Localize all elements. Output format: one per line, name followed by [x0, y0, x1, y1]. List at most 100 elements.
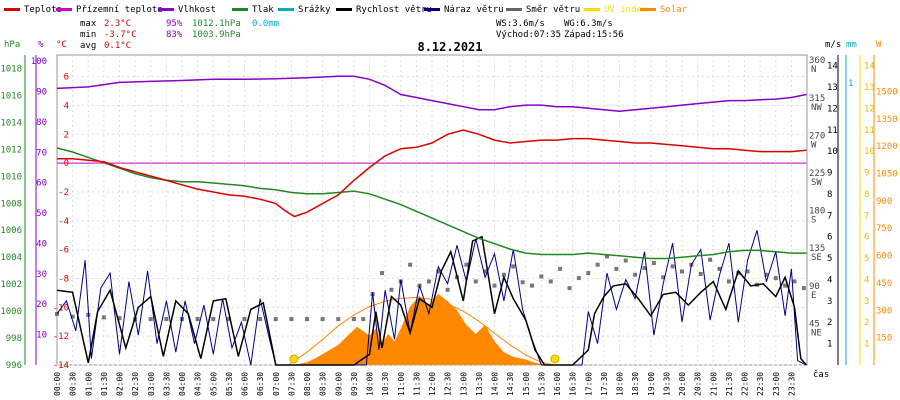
solar-tick-label: 300	[876, 306, 892, 316]
uv-tick-label: 14	[864, 62, 875, 72]
hum-tick-label: 30	[36, 270, 47, 280]
press-axis-label: hPa	[4, 40, 20, 50]
wind-direction-point	[380, 271, 384, 276]
dir-tick-value: 90	[809, 282, 820, 292]
stats-min-hum: 83%	[166, 30, 183, 40]
legend-swatch-feels	[56, 8, 72, 11]
legend-swatch-wind	[336, 8, 352, 11]
wind-tick-label: 9	[827, 169, 832, 179]
temp-tick-label: -8	[58, 274, 69, 284]
x-tick-label: 23:30	[787, 372, 796, 396]
wind-direction-point	[614, 266, 619, 271]
legend-swatch-solar	[640, 8, 656, 11]
x-tick-label: 21:30	[725, 372, 734, 396]
wind-direction-point	[567, 286, 572, 291]
wind-direction-point	[745, 269, 750, 274]
x-tick-label: 03:00	[147, 372, 156, 396]
press-tick-label: 1010	[0, 172, 22, 182]
wind-direction-point	[623, 258, 628, 263]
wind-direction-point	[530, 283, 534, 288]
legend-label-gust: Náraz větru	[444, 5, 504, 15]
solar-tick-label: 900	[876, 197, 892, 207]
press-tick-label: 998	[6, 334, 22, 344]
dir-tick-value: 360	[809, 56, 825, 66]
wind-direction-point	[651, 261, 656, 266]
legend-label-press: Tlak	[252, 5, 274, 15]
series-humidity-line	[56, 75, 807, 112]
dir-tick-name: SW	[811, 178, 822, 188]
x-tick-label: 19:00	[647, 372, 656, 396]
press-tick-label: 1016	[0, 91, 22, 101]
wind-direction-point	[708, 257, 713, 262]
x-tick-label: 16:00	[553, 372, 562, 396]
wind-direction-point	[117, 316, 122, 321]
dir-tick-value: 270	[809, 131, 825, 141]
x-tick-label: 09:30	[350, 372, 359, 396]
legend-swatch-temp	[4, 8, 20, 11]
wind-direction-point	[273, 317, 278, 322]
dir-tick-name: NE	[811, 328, 822, 338]
press-tick-label: 1008	[0, 199, 22, 209]
legend-swatch-uv	[584, 8, 600, 11]
legend-swatch-rain	[278, 8, 294, 11]
x-tick-label: 23:00	[772, 372, 781, 396]
legend-label-solar: Solar	[660, 5, 688, 15]
dir-tick-name: W	[811, 140, 817, 150]
stats-max-press: 1012.1hPa	[192, 19, 241, 29]
uv-tick-label: 12	[864, 104, 875, 114]
x-tick-label: 12:00	[428, 372, 437, 396]
sun-marker	[289, 354, 299, 364]
wind-tick-label: 3	[827, 297, 832, 307]
x-tick-label: 03:30	[162, 372, 171, 396]
x-tick-label: 18:30	[631, 372, 640, 396]
hum-tick-label: 10	[36, 331, 47, 341]
legend-label-temp: Teplota	[24, 5, 62, 15]
x-axis: 00:00 00:30 01:00 01:30 02:00 02:30 03:00 03:30…	[53, 369, 829, 396]
press-tick-label: 1006	[0, 226, 22, 236]
dir-tick-name: NW	[811, 103, 822, 113]
wind-direction-point	[226, 317, 231, 322]
x-tick-label: 05:00	[209, 372, 218, 396]
wind-direction-point	[726, 279, 731, 284]
legend-swatch-dir	[506, 8, 522, 11]
uv-tick-label: 10	[864, 147, 875, 157]
x-tick-label: 13:30	[475, 372, 484, 396]
wind-direction-point	[773, 276, 778, 281]
wind-direction-point	[436, 269, 441, 274]
wind-direction-point	[101, 315, 106, 320]
wind-speed-info: WS:3.6m/s	[496, 19, 545, 29]
hum-tick-label: 80	[36, 118, 47, 128]
x-tick-label: 17:00	[584, 372, 593, 396]
wind-tick-label: 6	[827, 233, 832, 243]
press-tick-label: 1002	[0, 280, 22, 290]
stats-min-temp: -3.7°C	[104, 30, 137, 40]
sun-marker	[550, 354, 560, 364]
wind-axis-label: m/s	[825, 40, 841, 50]
wind-direction-point	[680, 269, 684, 274]
x-tick-label: 11:30	[412, 372, 421, 396]
stats-min-press: 1003.9hPa	[192, 30, 241, 40]
x-tick-label: 08:00	[303, 372, 312, 396]
uv-tick-label: 6	[864, 233, 869, 243]
wind-direction-point	[473, 279, 478, 284]
press-tick-label: 1012	[0, 145, 22, 155]
uv-tick-label: 7	[864, 211, 869, 221]
temp-tick-label: 6	[64, 73, 69, 83]
x-tick-label: 08:30	[319, 372, 328, 396]
wind-gust-info: WG:6.3m/s	[564, 19, 613, 29]
wind-direction-point	[55, 312, 59, 317]
wind-direction-point	[258, 317, 263, 322]
wind-direction-point	[211, 317, 216, 322]
wind-direction-point	[605, 254, 609, 259]
stats-max-temp: 2.3°C	[104, 19, 131, 29]
dir-tick-value: 135	[809, 244, 825, 254]
legend-label-feels: Přízemní teplota	[76, 5, 163, 15]
wind-direction-point	[242, 317, 247, 322]
x-tick-label: 19:30	[662, 372, 671, 396]
series-solar-area	[294, 293, 554, 365]
temp-tick-label: 2	[64, 130, 69, 140]
x-tick-label: 02:00	[116, 372, 125, 396]
x-tick-label: 00:00	[53, 372, 62, 396]
temp-tick-label: -12	[53, 332, 69, 342]
wind-direction-point	[633, 272, 638, 277]
